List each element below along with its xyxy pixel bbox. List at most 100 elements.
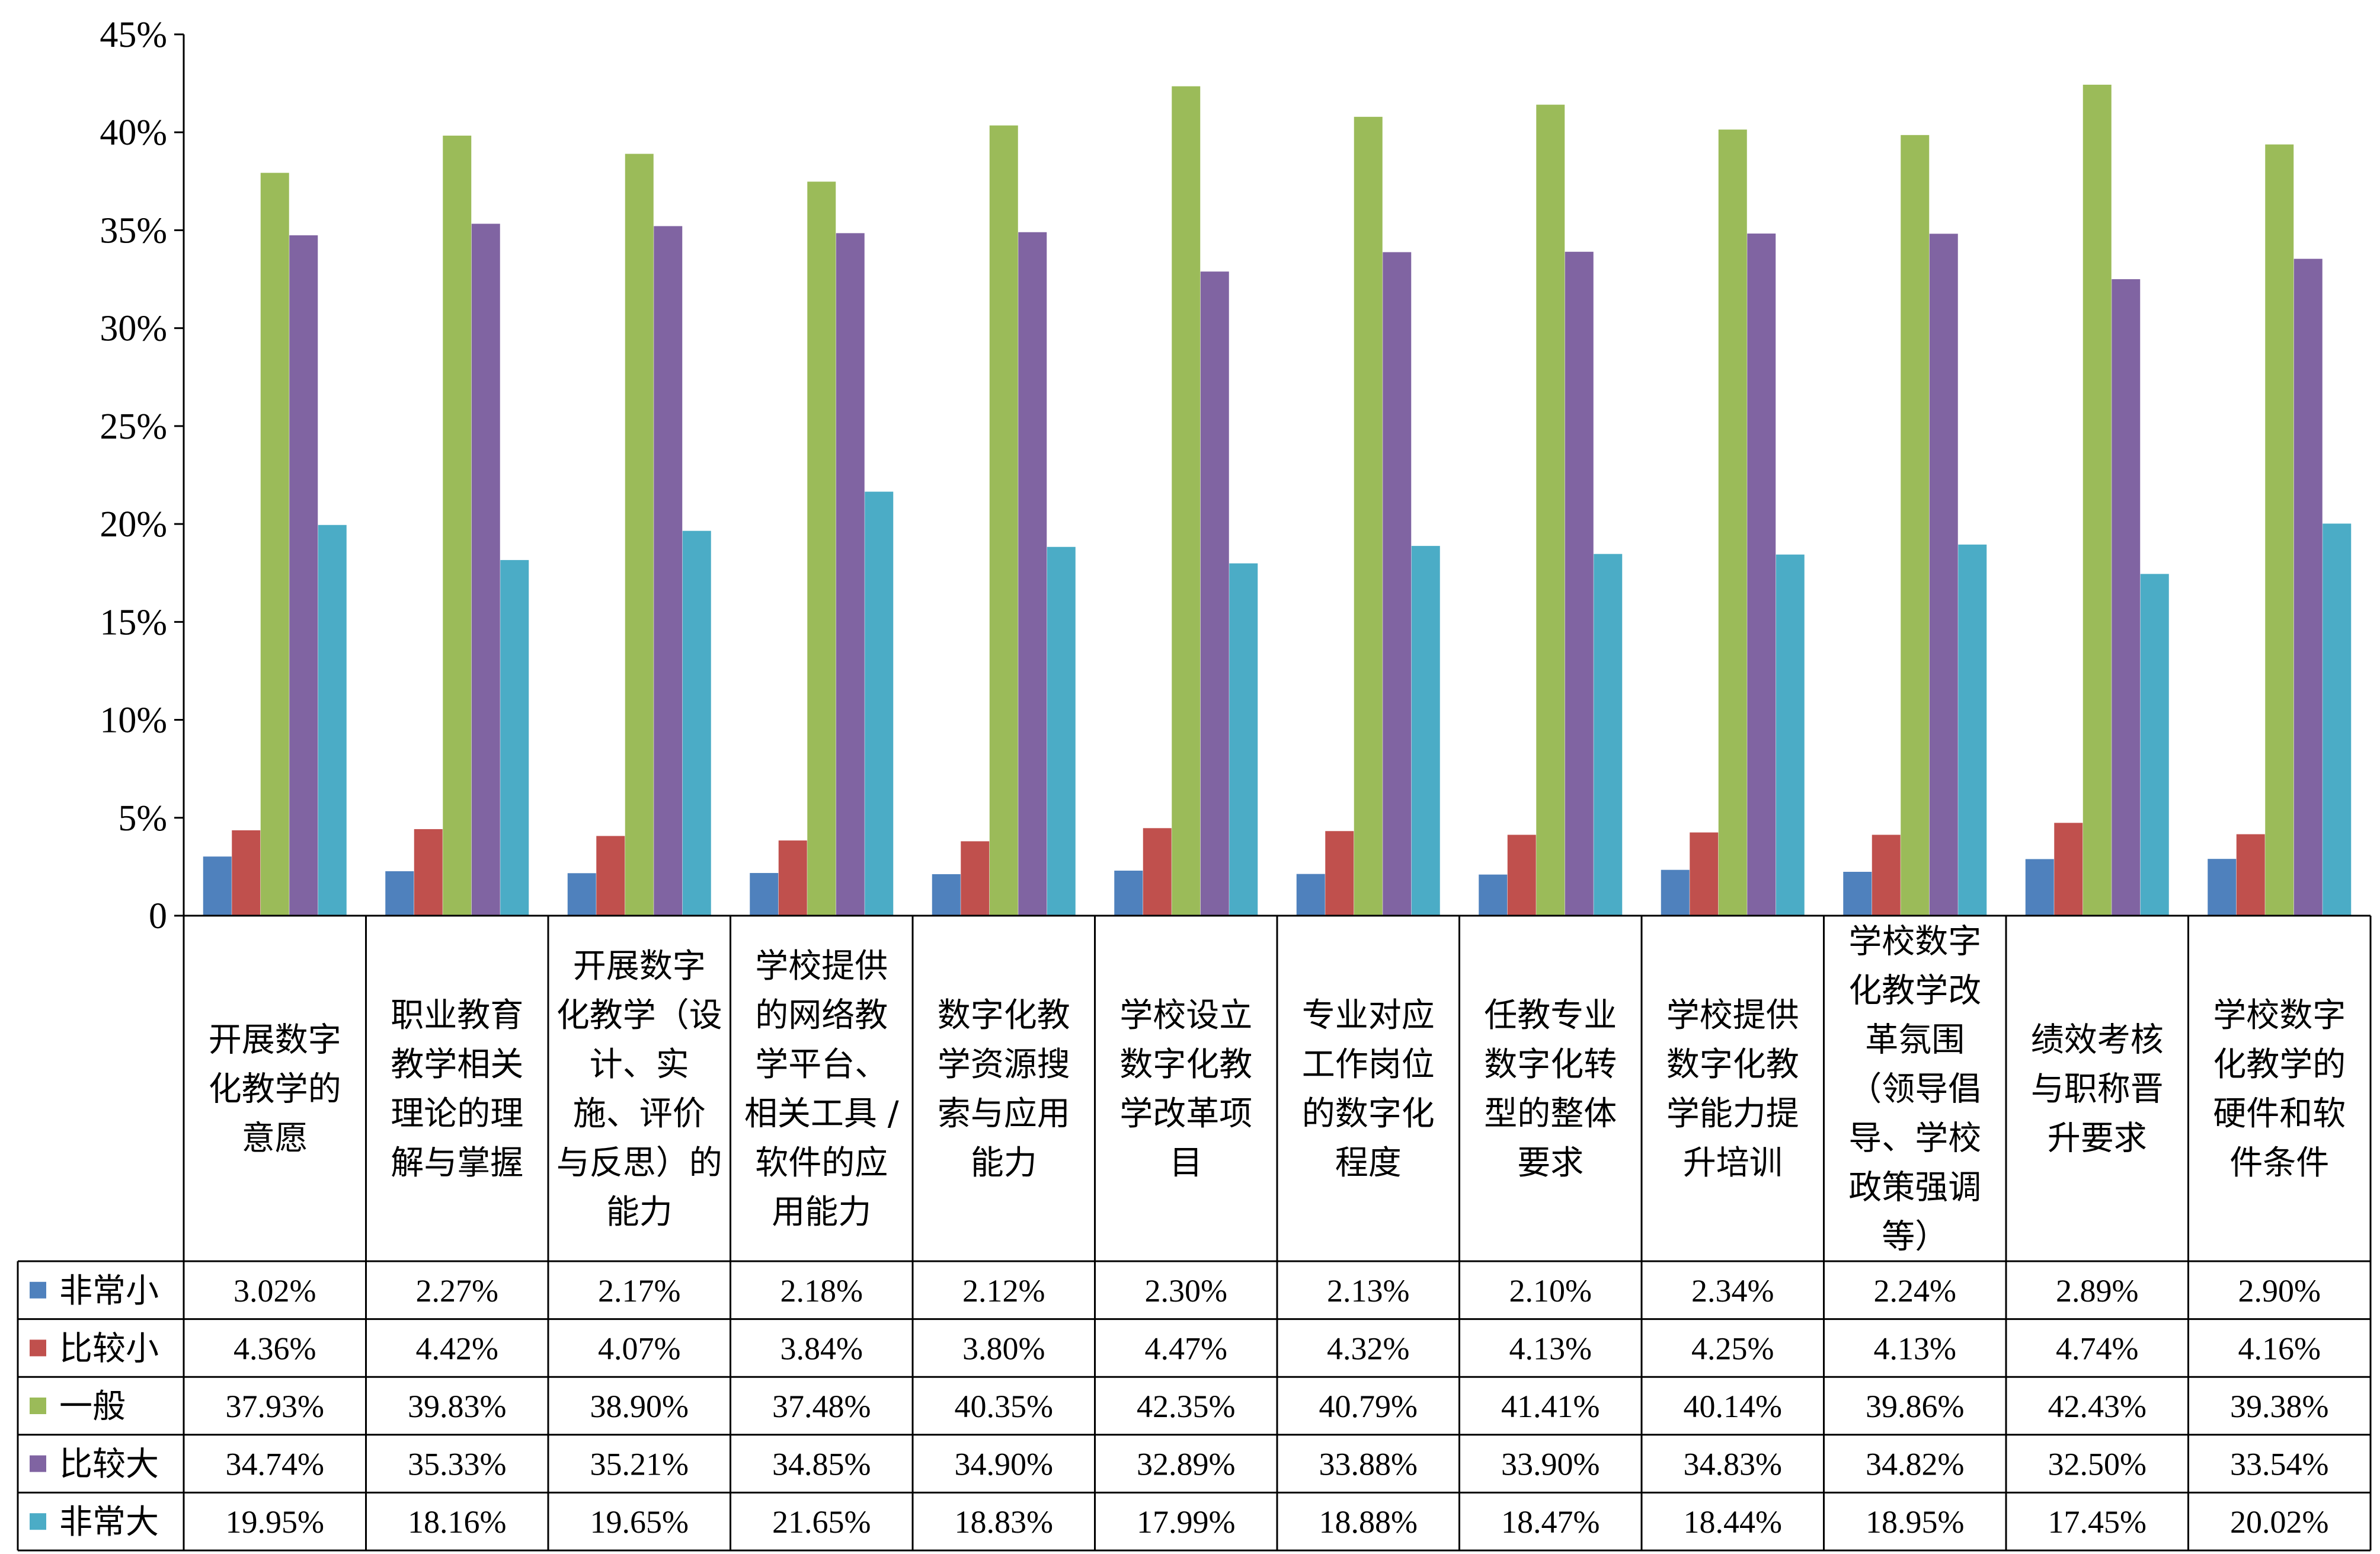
table-cell-value: 42.43%	[2048, 1389, 2147, 1424]
table-cell-value: 19.95%	[226, 1504, 324, 1540]
y-tick-label: 20%	[100, 504, 167, 545]
bar	[2208, 859, 2237, 916]
bar	[625, 154, 654, 916]
bar	[807, 181, 836, 916]
table-cell-value: 2.90%	[2238, 1273, 2321, 1309]
table-cell-value: 34.83%	[1684, 1447, 1782, 1482]
table-cell-value: 4.16%	[2238, 1331, 2321, 1366]
table-cell-value: 4.42%	[416, 1331, 498, 1366]
table-cell-value: 42.35%	[1137, 1389, 1235, 1424]
y-tick-label: 40%	[100, 113, 167, 153]
category-label: 开展数字化教学的意愿	[209, 1021, 341, 1158]
table-cell-value: 2.12%	[962, 1273, 1045, 1309]
bar	[414, 829, 443, 916]
bar	[1901, 135, 1930, 916]
bars	[203, 84, 2352, 916]
bar	[1843, 871, 1872, 916]
bar	[1229, 563, 1258, 916]
bar	[1690, 832, 1719, 916]
legend-swatch	[30, 1455, 46, 1472]
bar	[2265, 144, 2294, 916]
bar	[1958, 544, 1987, 916]
table-cell-value: 18.16%	[408, 1504, 506, 1540]
table-cell-value: 34.90%	[955, 1447, 1053, 1482]
legend-swatch	[30, 1339, 46, 1357]
bar	[932, 874, 961, 916]
bar	[865, 491, 894, 916]
legend-label: 比较大	[59, 1446, 159, 1484]
table-cell-value: 18.44%	[1684, 1504, 1782, 1540]
bar	[654, 226, 683, 916]
category-label: 专业对应工作岗位的数字化程度	[1302, 996, 1435, 1182]
legend-swatch	[30, 1281, 46, 1299]
bar	[260, 172, 289, 916]
bar	[1114, 870, 1143, 916]
bar	[2112, 279, 2141, 916]
table-cell-value: 4.36%	[233, 1331, 316, 1366]
table-cell-value: 2.89%	[2056, 1273, 2138, 1309]
y-tick-label: 0	[149, 896, 167, 936]
category-label: 职业教育教学相关理论的理解与掌握	[391, 996, 523, 1182]
table-cell-value: 35.21%	[590, 1447, 689, 1482]
bar	[1325, 831, 1354, 916]
table-cell-value: 3.02%	[233, 1273, 316, 1309]
y-tick-label: 35%	[100, 210, 167, 251]
bar	[1718, 129, 1747, 916]
table-cell-value: 2.24%	[1874, 1273, 1956, 1309]
table-cell-value: 2.30%	[1145, 1273, 1227, 1309]
bar	[1661, 869, 1690, 916]
table-cell-value: 4.47%	[1145, 1331, 1227, 1366]
bar	[2054, 823, 2083, 916]
table-cell-value: 4.32%	[1327, 1331, 1409, 1366]
data-table: 开展数字化教学的意愿职业教育教学相关理论的理解与掌握开展数字化教学（设计、实施、…	[17, 915, 2372, 1552]
table-cell-value: 3.80%	[962, 1331, 1045, 1366]
bar	[961, 841, 990, 916]
table-cell-value: 2.10%	[1509, 1273, 1592, 1309]
table-cell-value: 19.65%	[590, 1504, 689, 1540]
y-tick-label: 5%	[118, 798, 167, 839]
bar	[1594, 554, 1623, 916]
bar	[2293, 258, 2323, 916]
y-axis: 0 5% 10% 15% 20% 25% 30% 35% 40% 45%	[100, 15, 185, 936]
table-cell-value: 18.88%	[1319, 1504, 1418, 1540]
category-label: 学校设立数字化教学改革项目	[1119, 996, 1252, 1182]
table-cell-value: 34.85%	[772, 1447, 871, 1482]
table-cell-value: 41.41%	[1501, 1389, 1600, 1424]
table-cell-value: 17.45%	[2048, 1504, 2147, 1540]
table-cell-value: 2.18%	[780, 1273, 863, 1309]
table-cell-value: 2.13%	[1327, 1273, 1409, 1309]
table-cell-value: 40.14%	[1684, 1389, 1782, 1424]
bar	[1872, 834, 1901, 916]
table-cell-value: 2.17%	[598, 1273, 680, 1309]
category-label: 任教专业数字化转型的整体要求	[1484, 996, 1617, 1182]
category-label: 数字化教学资源搜索与应用能力	[938, 996, 1070, 1182]
table-cell-value: 39.86%	[1866, 1389, 1964, 1424]
table-cell-value: 34.82%	[1866, 1447, 1964, 1482]
bar	[2323, 523, 2352, 916]
bar	[1172, 86, 1201, 916]
table-cell-value: 33.90%	[1501, 1447, 1600, 1482]
table-cell-value: 38.90%	[590, 1389, 689, 1424]
bar	[1296, 874, 1325, 916]
bar	[1776, 554, 1805, 916]
table-cell-value: 33.54%	[2230, 1447, 2328, 1482]
table-cell-value: 4.13%	[1874, 1331, 1956, 1366]
table-cell-value: 4.07%	[598, 1331, 680, 1366]
table-cell-value: 3.84%	[780, 1331, 863, 1366]
bar	[2236, 834, 2265, 916]
bar	[385, 871, 414, 916]
legend-label: 比较小	[59, 1329, 159, 1368]
category-label: 学校提供数字化教学能力提升培训	[1666, 996, 1799, 1182]
legend-label: 一般	[59, 1387, 126, 1426]
bar	[567, 873, 596, 916]
table-cell-value: 33.88%	[1319, 1447, 1418, 1482]
category-label: 开展数字化教学（设计、实施、评价与反思）的能力	[556, 947, 722, 1232]
y-tick-label: 15%	[100, 602, 167, 642]
table-cell-value: 4.13%	[1509, 1331, 1592, 1366]
legend-label: 非常大	[59, 1503, 159, 1542]
bar	[989, 125, 1018, 916]
y-tick-label: 45%	[100, 15, 167, 55]
bar	[443, 135, 472, 916]
table-cell-value: 18.47%	[1501, 1504, 1600, 1540]
